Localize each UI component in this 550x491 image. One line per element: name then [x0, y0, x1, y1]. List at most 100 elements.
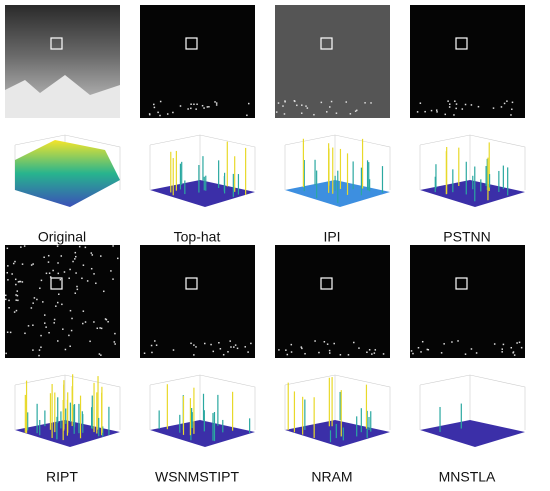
speck [470, 104, 473, 106]
speck [154, 340, 156, 342]
speck [347, 354, 350, 356]
speck [212, 350, 215, 353]
speck [371, 353, 373, 355]
speck [53, 322, 55, 324]
speck [32, 263, 34, 265]
speck [8, 299, 10, 302]
speck [5, 294, 7, 297]
speck [59, 278, 62, 281]
speck [44, 322, 46, 324]
speck [318, 351, 320, 354]
target-box [185, 277, 198, 290]
speck [227, 351, 229, 353]
speck [78, 245, 81, 248]
speck [293, 100, 296, 102]
speck [353, 341, 355, 344]
speck [304, 352, 306, 355]
speck [193, 103, 195, 106]
speck [444, 113, 447, 116]
speck [99, 327, 101, 329]
target-box [455, 37, 468, 50]
surface [285, 420, 390, 447]
speck [285, 349, 287, 351]
speck [210, 343, 212, 346]
speck [500, 106, 503, 108]
speck [448, 103, 451, 105]
speck [159, 100, 162, 103]
speck [38, 354, 40, 357]
speck [30, 264, 33, 266]
speck [75, 272, 77, 274]
speck [57, 262, 59, 264]
speck [313, 113, 315, 116]
speck [284, 101, 286, 103]
speck [421, 340, 424, 343]
speck [277, 102, 280, 104]
plot-box [419, 134, 526, 190]
speck [16, 290, 19, 292]
speck [215, 102, 218, 104]
plot-box [419, 374, 526, 430]
speck [63, 271, 66, 273]
speck [49, 276, 52, 278]
speck [42, 301, 44, 303]
speck [61, 303, 63, 306]
panel: PSTNN [410, 5, 526, 245]
speck [345, 101, 348, 103]
speck [195, 346, 197, 348]
panel: NRAM [275, 245, 391, 485]
speck [464, 353, 467, 355]
speck [501, 351, 503, 353]
speck [53, 318, 56, 321]
speck [17, 299, 19, 302]
speck [19, 280, 22, 283]
speck [17, 281, 20, 283]
panel: Original [5, 5, 121, 245]
speck [502, 343, 505, 346]
image [5, 245, 120, 358]
speck [301, 347, 303, 350]
speck [7, 265, 9, 267]
speck [24, 332, 26, 335]
speck [23, 245, 26, 247]
speck [56, 245, 59, 247]
speck [364, 102, 366, 104]
speck [305, 105, 307, 107]
speck [74, 292, 77, 294]
speck [172, 111, 174, 114]
speck [105, 318, 108, 321]
speck [84, 321, 87, 323]
mountain [5, 75, 120, 118]
image [410, 245, 525, 358]
speck [326, 111, 328, 113]
speck [11, 273, 13, 275]
speck [330, 100, 333, 103]
speck [12, 262, 15, 265]
speck [47, 261, 50, 263]
speck [45, 272, 48, 275]
speck [475, 352, 478, 354]
surface [150, 420, 255, 447]
speck [193, 344, 195, 346]
speck [329, 106, 331, 108]
speck [143, 352, 146, 354]
speck [424, 110, 426, 113]
speck [300, 112, 303, 114]
speck [82, 310, 85, 312]
surface [420, 420, 525, 447]
speck [13, 311, 16, 313]
speck [48, 331, 50, 334]
speck [290, 343, 293, 346]
speck [326, 343, 329, 345]
speck [516, 342, 518, 344]
speck [153, 106, 156, 109]
speck [510, 346, 513, 349]
speck [100, 354, 102, 356]
speck [410, 350, 413, 352]
speck [32, 302, 34, 304]
speck [368, 349, 371, 351]
speck [6, 331, 9, 333]
plot-box [149, 374, 256, 430]
speck [69, 268, 71, 271]
